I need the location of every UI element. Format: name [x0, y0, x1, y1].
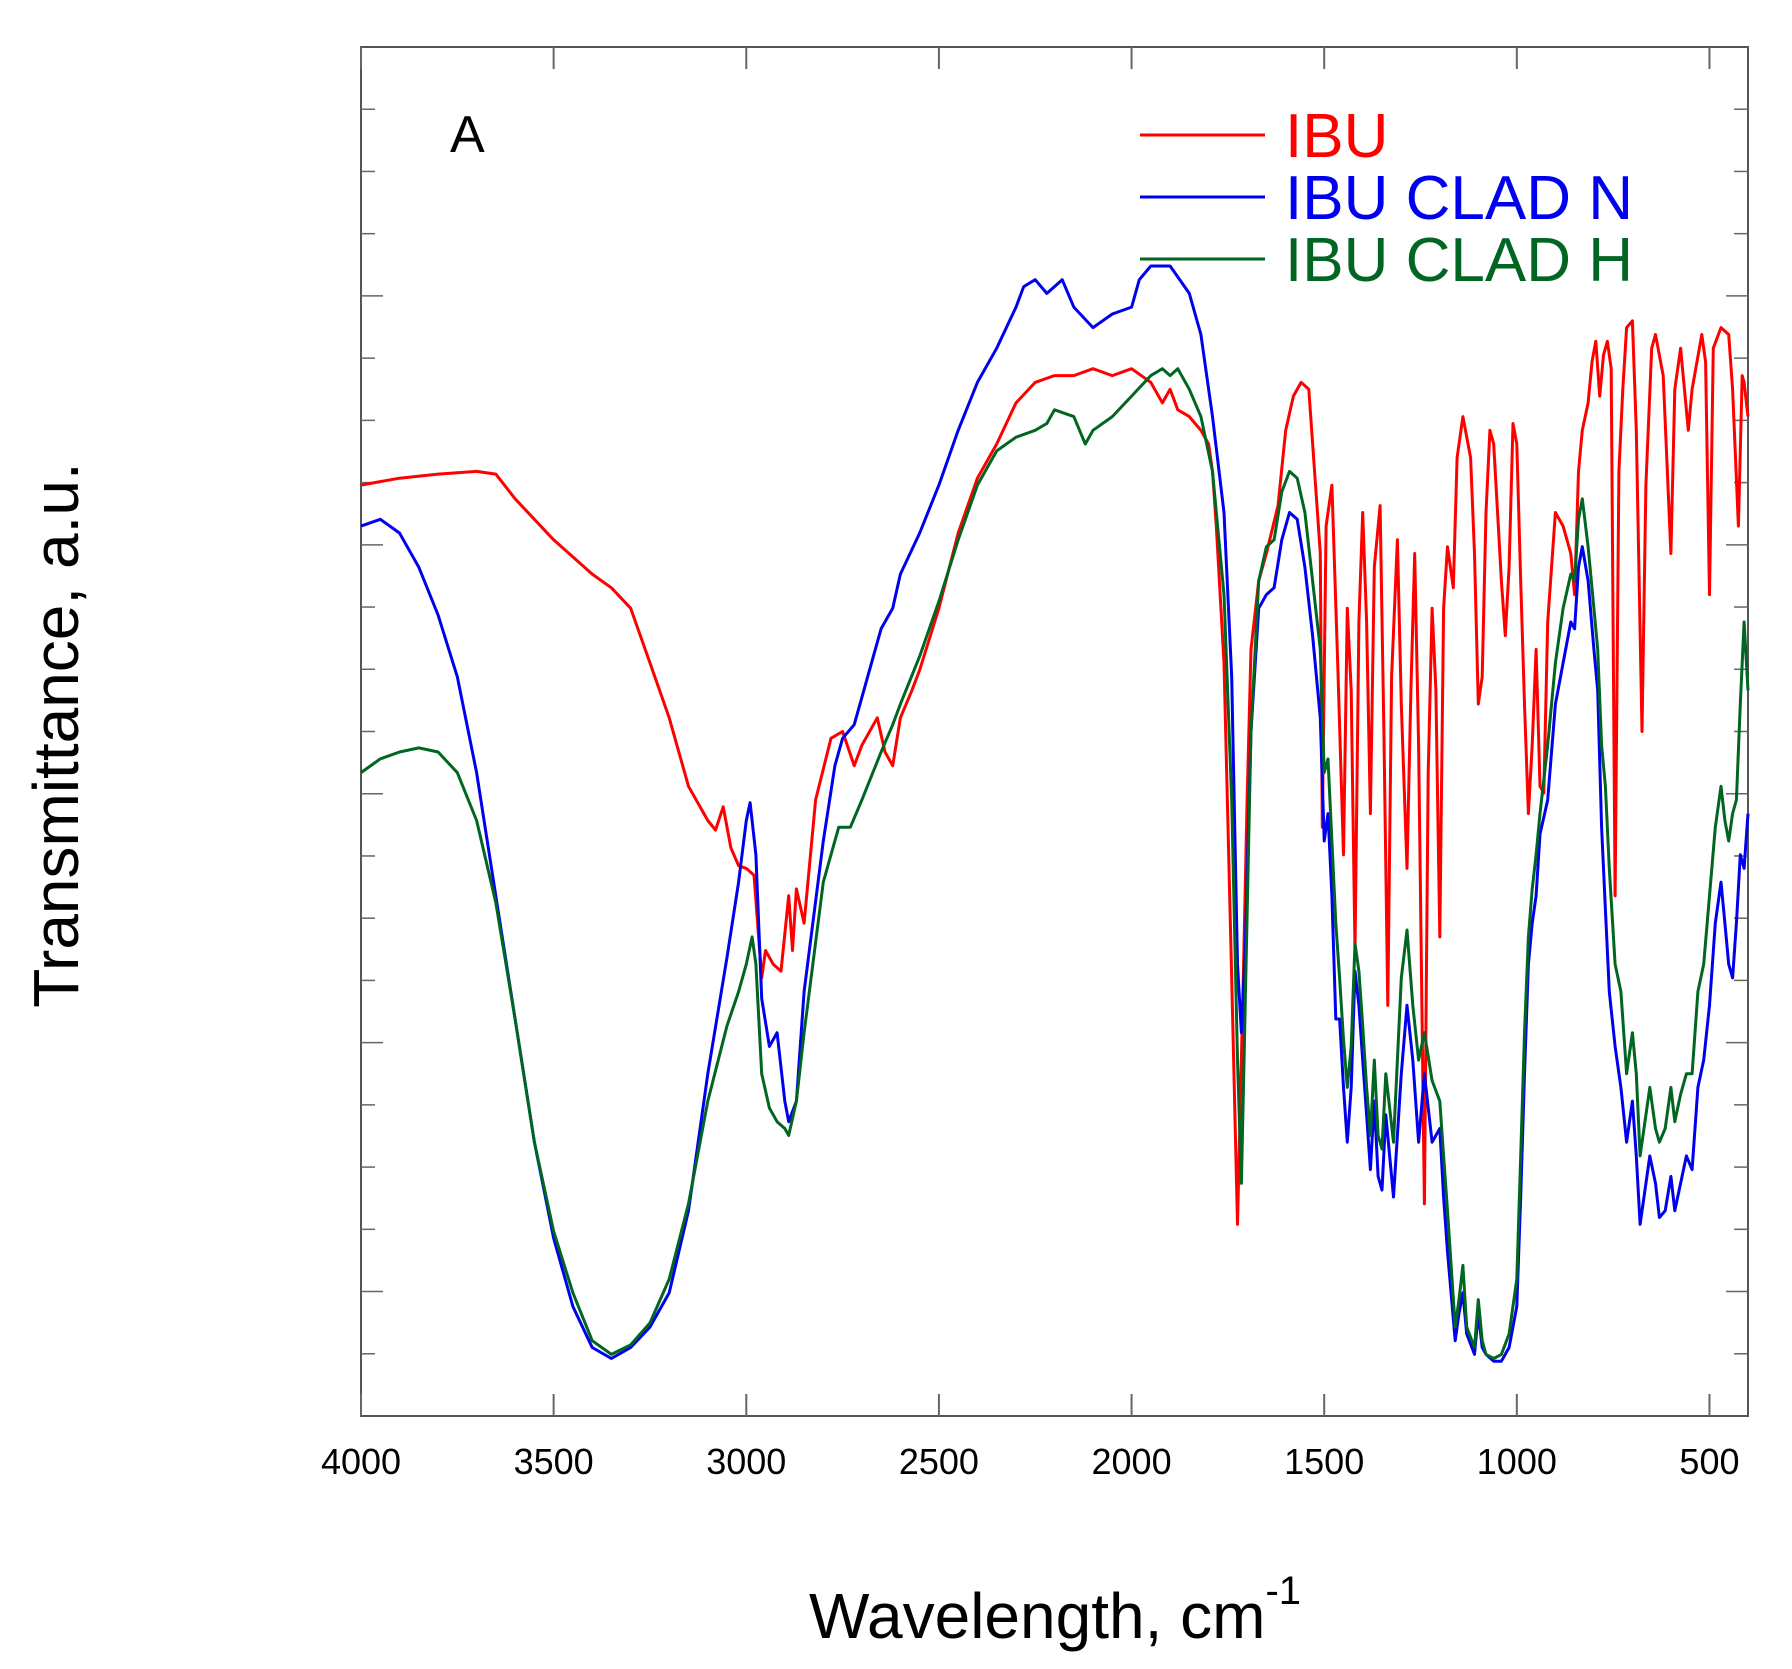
legend-label: IBU CLAD N — [1285, 164, 1633, 233]
x-axis-tick-labels: 4000 3500 3000 2500 2000 1500 1000 500 — [321, 1441, 1740, 1482]
x-tick-label: 1000 — [1477, 1441, 1557, 1482]
x-tick-label: 2000 — [1092, 1441, 1172, 1482]
x-tick-label: 500 — [1679, 1441, 1739, 1482]
x-tick-label: 3500 — [514, 1441, 594, 1482]
legend-label: IBU — [1285, 102, 1388, 171]
x-tick-label: 1500 — [1284, 1441, 1364, 1482]
legend-label: IBU CLAD H — [1285, 226, 1633, 295]
x-axis-ticks — [360, 47, 1711, 1416]
y-axis-ticks — [361, 108, 1748, 1355]
y-axis-title: Transmittance, a.u. — [20, 462, 92, 1007]
x-tick-label: 3000 — [706, 1441, 786, 1482]
series-line-ibu-clad-n — [360, 264, 1750, 1363]
x-tick-label: 2500 — [899, 1441, 979, 1482]
series-line-ibu-clad-h — [360, 367, 1750, 1360]
series-line-ibu — [360, 319, 1750, 1226]
x-axis-title: Wavelength, cm-1 — [809, 1569, 1301, 1652]
series-layer — [360, 264, 1750, 1363]
x-tick-label: 4000 — [321, 1441, 401, 1482]
panel-label: A — [450, 106, 485, 164]
